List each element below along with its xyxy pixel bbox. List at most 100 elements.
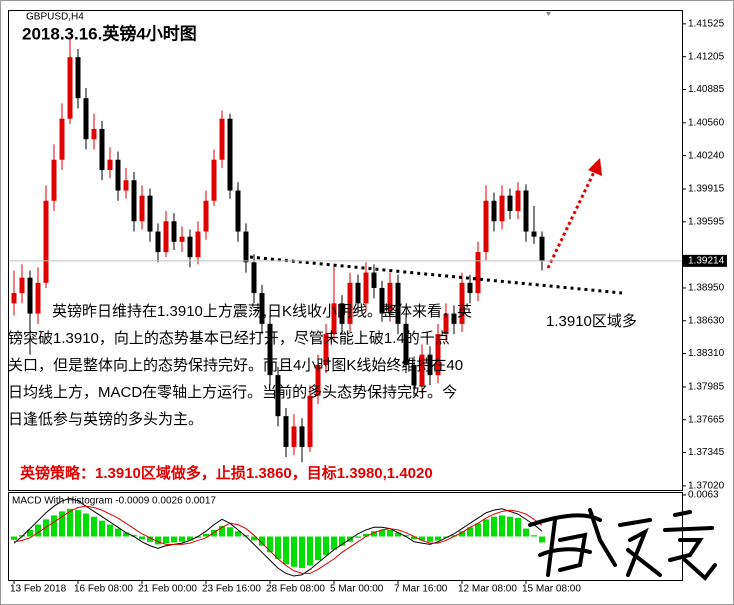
histogram-bar [51,515,57,537]
comment-line: 关口，但是整体向上的态势保持完好。而且4小时图K线始终维持在40 [8,357,463,374]
candle-body [259,293,265,324]
x-tick-label: 5 Mar 00:00 [330,584,384,595]
candle-body [411,364,417,386]
candle-body [163,221,169,253]
histogram-bar [459,531,465,537]
chart-title: 2018.3.16.英镑4小时图 [22,23,197,43]
y-tick-label: 1.37345 [688,447,725,458]
y-tick-label: 1.41205 [688,51,725,62]
histogram-bar [163,536,169,544]
histogram-bar [507,516,513,537]
candle-body [331,303,337,335]
candle-body [307,395,313,447]
histogram-bar [179,536,185,542]
x-tick-label: 23 Feb 16:00 [202,584,261,595]
macd-line [13,497,543,577]
histogram-bar [267,536,273,553]
histogram-bar [11,536,17,540]
candle-body [219,118,225,160]
candle-body [283,416,289,447]
y-tick-label: 1.40240 [688,150,725,161]
arrow-head [588,158,602,176]
candle-body [51,159,57,201]
candle-body [387,282,393,314]
histogram-bar [107,524,113,537]
candle-body [355,282,361,304]
candle-body [267,323,273,376]
candle-body [139,195,145,222]
candle-body [19,277,25,294]
histogram-bar [259,536,265,546]
histogram-bar [531,535,537,537]
y-tick-label: 1.39915 [688,184,725,195]
histogram-bar [435,536,441,541]
price-panel [8,10,683,491]
histogram-bar [323,536,329,555]
y-tick-label: 1.39595 [688,216,725,227]
candle-body [363,272,369,304]
candle-body [75,57,81,99]
candle-body [195,231,201,258]
candle-body [67,57,73,119]
histogram-bar [275,536,281,559]
signal-line [13,505,543,574]
macd-title: MACD With Histogram -0.0009 0.0026 0.001… [12,496,216,507]
histogram-bar [411,536,417,540]
candle-body [251,262,257,294]
comment-line: 英镑昨日维持在1.3910上方震荡,日K线收小阴线。整体来看，英 [52,302,472,320]
histogram-bar [419,536,425,541]
comment-line: 日均线上方，MACD在零轴上方运行。当前的多头态势保持完好。今 [8,384,457,401]
candle-body [235,190,241,232]
candle-body [227,118,233,191]
histogram-bar [291,536,297,567]
histogram-bar [203,533,209,537]
x-tick-label: 28 Feb 08:00 [266,584,325,595]
x-tick-label: 13 Feb 2018 [10,584,67,595]
last-price-label: 1.39214 [688,256,725,267]
histogram-bar [491,516,497,537]
candle-body [539,236,545,261]
histogram-bar [243,535,249,537]
histogram-bar [467,527,473,537]
candle-body [347,282,353,324]
histogram-bar [59,511,65,537]
candle-body [459,282,465,324]
candle-body [451,313,457,324]
candle-body [171,221,177,242]
y-tick-label: 1.37985 [688,382,725,393]
histogram-bar [515,518,521,537]
candle-body [339,303,345,324]
histogram-bar [83,513,89,537]
candle-body [91,128,97,140]
histogram-bar [35,524,41,537]
candle-body [499,195,505,222]
candle-body [507,195,513,212]
candle-body [371,272,377,288]
histogram-bar [99,520,105,537]
scroll-marker [546,12,551,16]
candle-body [475,252,481,294]
candle-body [115,159,121,191]
histogram-bar [483,519,489,537]
candle-body [523,190,529,232]
histogram-bar [523,528,529,537]
candle-body [515,190,521,212]
y-tick-label: 1.40885 [688,84,725,95]
histogram-bar [219,525,225,537]
candle-body [275,375,281,417]
signature [528,508,717,581]
candle-body [291,426,297,447]
y-tick-label: 1.38310 [688,348,725,359]
histogram-bar [315,536,321,561]
histogram-bar [307,536,313,566]
histogram-bar [115,528,121,537]
histogram-bar [331,536,337,550]
candle-body [131,180,137,222]
candle-body [179,236,185,242]
histogram-bar [395,532,401,537]
histogram-bar [355,536,361,538]
histogram-bar [499,515,505,537]
candle-body [83,98,89,140]
histogram-bar [171,536,177,543]
